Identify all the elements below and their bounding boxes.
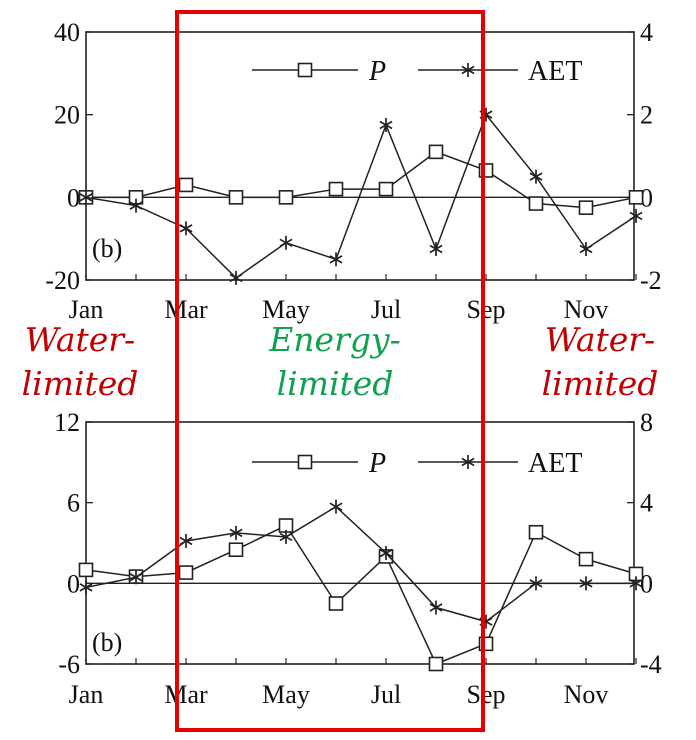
series-aet-marker-4	[279, 529, 293, 544]
left-ytick-label-0: -6	[58, 650, 80, 679]
xtick-label-Jan: Jan	[69, 295, 104, 324]
right-ytick-label-0: -2	[640, 266, 662, 295]
right-ytick-label-3: 4	[640, 18, 653, 47]
series-aet-marker-3	[229, 525, 243, 540]
xtick-label-Nov: Nov	[564, 295, 609, 324]
legend-p-label: P	[368, 56, 386, 87]
series-p-marker-4	[278, 190, 294, 205]
legend-aet-label: AET	[528, 448, 582, 479]
series-p-marker-9	[528, 196, 544, 211]
series-aet-marker-10	[579, 576, 593, 591]
series-p-marker-3	[228, 542, 244, 558]
panel-label: (b)	[92, 234, 122, 263]
left-ytick-label-2: 20	[54, 101, 80, 130]
series-p-marker-10	[578, 200, 594, 215]
series-p-marker-11	[628, 190, 644, 205]
series-aet-marker-3	[229, 270, 243, 285]
series-p-marker-2	[178, 177, 194, 193]
left-ytick-label-1: 0	[67, 183, 80, 212]
series-aet-marker-11	[629, 576, 643, 591]
plot-frame	[85, 421, 635, 665]
regime-right-line2: limited	[541, 364, 659, 403]
regime-middle-line2: limited	[276, 364, 394, 403]
series-aet-marker-7	[429, 242, 443, 256]
xtick-label-Sep: Sep	[467, 680, 506, 709]
xtick-label-Mar: Mar	[164, 295, 208, 324]
regime-label-middle: Energy- limited	[250, 318, 420, 406]
series-p-marker-0	[78, 562, 94, 578]
legend-p-marker-0	[297, 62, 313, 78]
xtick-label-May: May	[262, 295, 310, 324]
series-p-marker-3	[228, 190, 244, 205]
series-aet-marker-11	[629, 208, 643, 223]
series-aet-marker-2	[179, 533, 193, 548]
energy-limited-highlight-box	[175, 10, 485, 732]
regime-label-right: Water- limited	[520, 318, 680, 406]
regime-right-line1: Water-	[544, 320, 656, 359]
series-aet-marker-9	[529, 169, 543, 184]
xtick-label-Mar: Mar	[164, 680, 208, 709]
series-p-line	[86, 151, 637, 209]
right-ytick-label-0: -4	[640, 650, 662, 679]
legend-aet-marker-0	[461, 455, 475, 469]
series-aet-marker-0	[79, 190, 93, 205]
xtick-label-Jul: Jul	[371, 680, 401, 709]
left-ytick-label-0: -20	[45, 266, 80, 295]
legend: P AET	[252, 56, 582, 87]
series-aet-line	[85, 505, 636, 623]
series-aet-marker-0	[79, 580, 93, 595]
regime-label-left: Water- limited	[0, 318, 160, 406]
legend-p-marker-0	[297, 454, 313, 470]
series-p-line	[85, 524, 637, 665]
xtick-label-May: May	[262, 680, 310, 709]
series-p-marker-10	[578, 551, 594, 567]
series-aet-marker-4	[279, 235, 293, 250]
series-aet-marker-9	[529, 576, 543, 591]
legend-p-label: P	[368, 448, 386, 479]
legend-aet-label: AET	[528, 56, 582, 87]
plot-frame	[85, 31, 635, 281]
xtick-label-Jul: Jul	[371, 295, 401, 324]
legend-aet-marker-0	[461, 63, 475, 77]
left-ytick-label-3: 40	[54, 18, 80, 47]
series-aet-marker-5	[329, 499, 343, 514]
series-aet-marker-1	[129, 198, 143, 213]
series-aet-marker-1	[129, 570, 143, 585]
series-p-marker-5	[328, 596, 344, 611]
series-aet-marker-5	[329, 252, 343, 267]
regime-left-line1: Water-	[24, 320, 136, 359]
right-ytick-label-3: 8	[640, 408, 653, 437]
series-p-marker-5	[328, 181, 344, 197]
series-p-marker-9	[528, 524, 544, 540]
series-p-marker-2	[178, 565, 194, 580]
panel-label: (b)	[92, 628, 122, 657]
series-p-marker-7	[428, 144, 444, 160]
left-ytick-label-3: 12	[54, 408, 80, 437]
right-ytick-label-2: 4	[640, 489, 653, 518]
series-aet-marker-6	[379, 546, 393, 561]
series-p-marker-6	[378, 181, 394, 197]
left-ytick-label-2: 6	[67, 489, 80, 518]
series-aet-line	[85, 113, 637, 279]
series-aet-marker-2	[179, 221, 193, 236]
series-p-marker-7	[428, 656, 444, 672]
series-aet-marker-6	[379, 118, 393, 132]
regime-middle-line1: Energy-	[269, 320, 401, 359]
xtick-label-Jan: Jan	[69, 680, 104, 709]
right-ytick-label-2: 2	[640, 101, 653, 130]
regime-left-line2: limited	[21, 364, 139, 403]
xtick-label-Sep: Sep	[467, 295, 506, 324]
series-aet-marker-10	[579, 242, 593, 256]
xtick-label-Nov: Nov	[564, 680, 609, 709]
left-ytick-label-1: 0	[67, 569, 80, 598]
legend: P AET	[252, 448, 582, 479]
series-aet-marker-7	[429, 600, 443, 615]
